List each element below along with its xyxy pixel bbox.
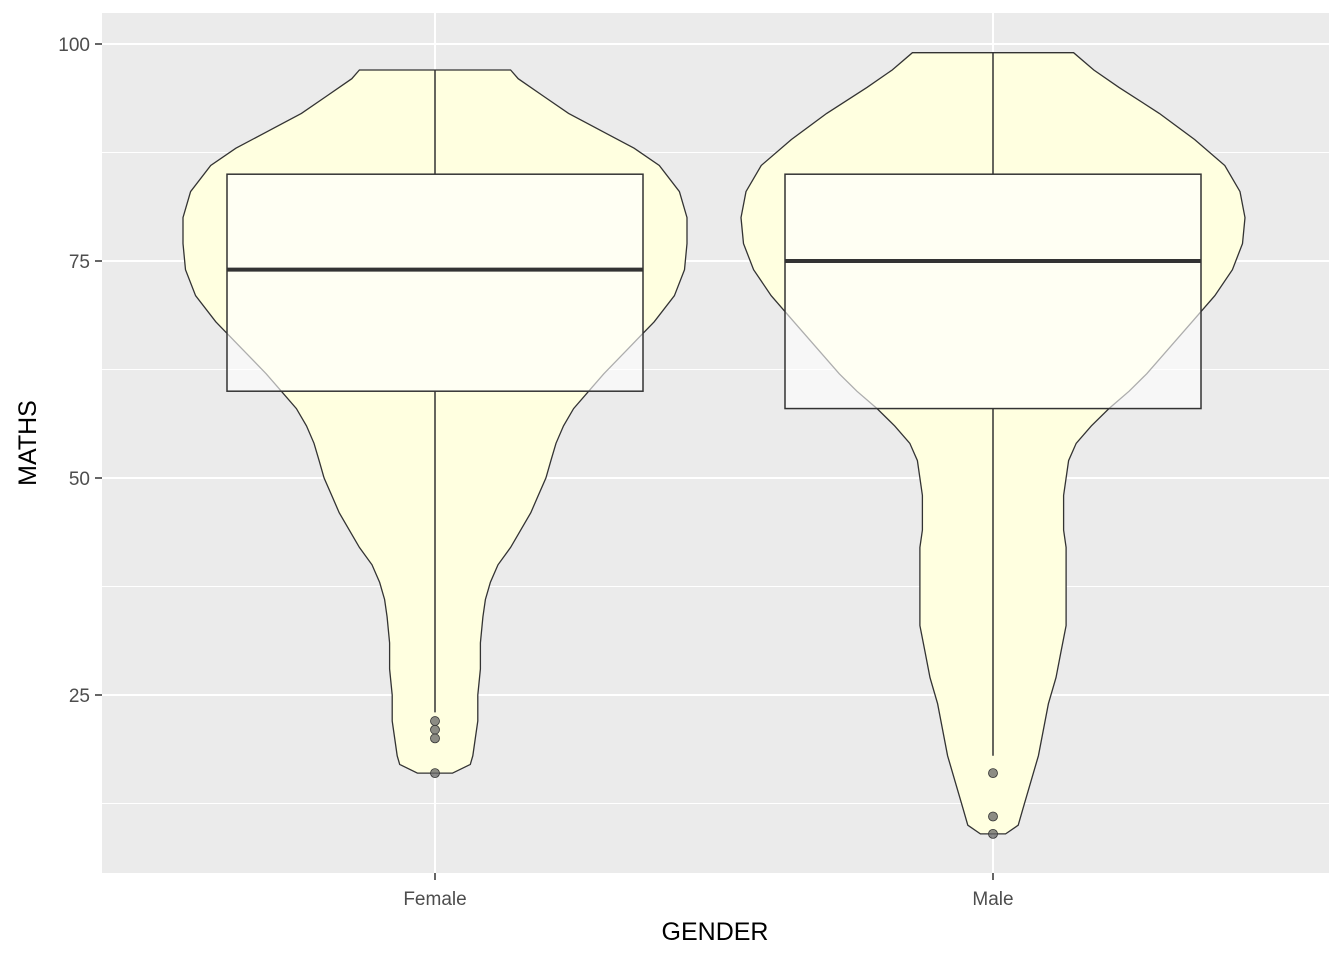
y-tick-label: 50 [69,469,90,490]
y-tick-label: 75 [69,252,90,273]
y-axis: 25 50 75 100 [58,35,102,707]
y-axis-title: MATHS [14,400,42,486]
x-tick-label: Female [403,889,466,910]
outlier-point-female [430,768,440,779]
outlier-point-female [430,716,440,726]
x-axis-title: GENDER [662,918,769,946]
outlier-point-female [430,733,440,744]
boxplots [226,52,1202,756]
box-male [784,173,1202,410]
outlier-point-female [430,724,440,735]
outlier-point-male [988,811,998,822]
outlier-point-male [988,768,998,779]
y-tick-label: 100 [58,35,90,56]
x-axis: Female Male [403,873,1014,910]
outlier-point-male [988,828,998,839]
y-tick-label: 25 [69,686,90,707]
outlier-points [430,716,998,839]
x-tick-label: Male [972,889,1013,910]
box-female [226,173,644,392]
